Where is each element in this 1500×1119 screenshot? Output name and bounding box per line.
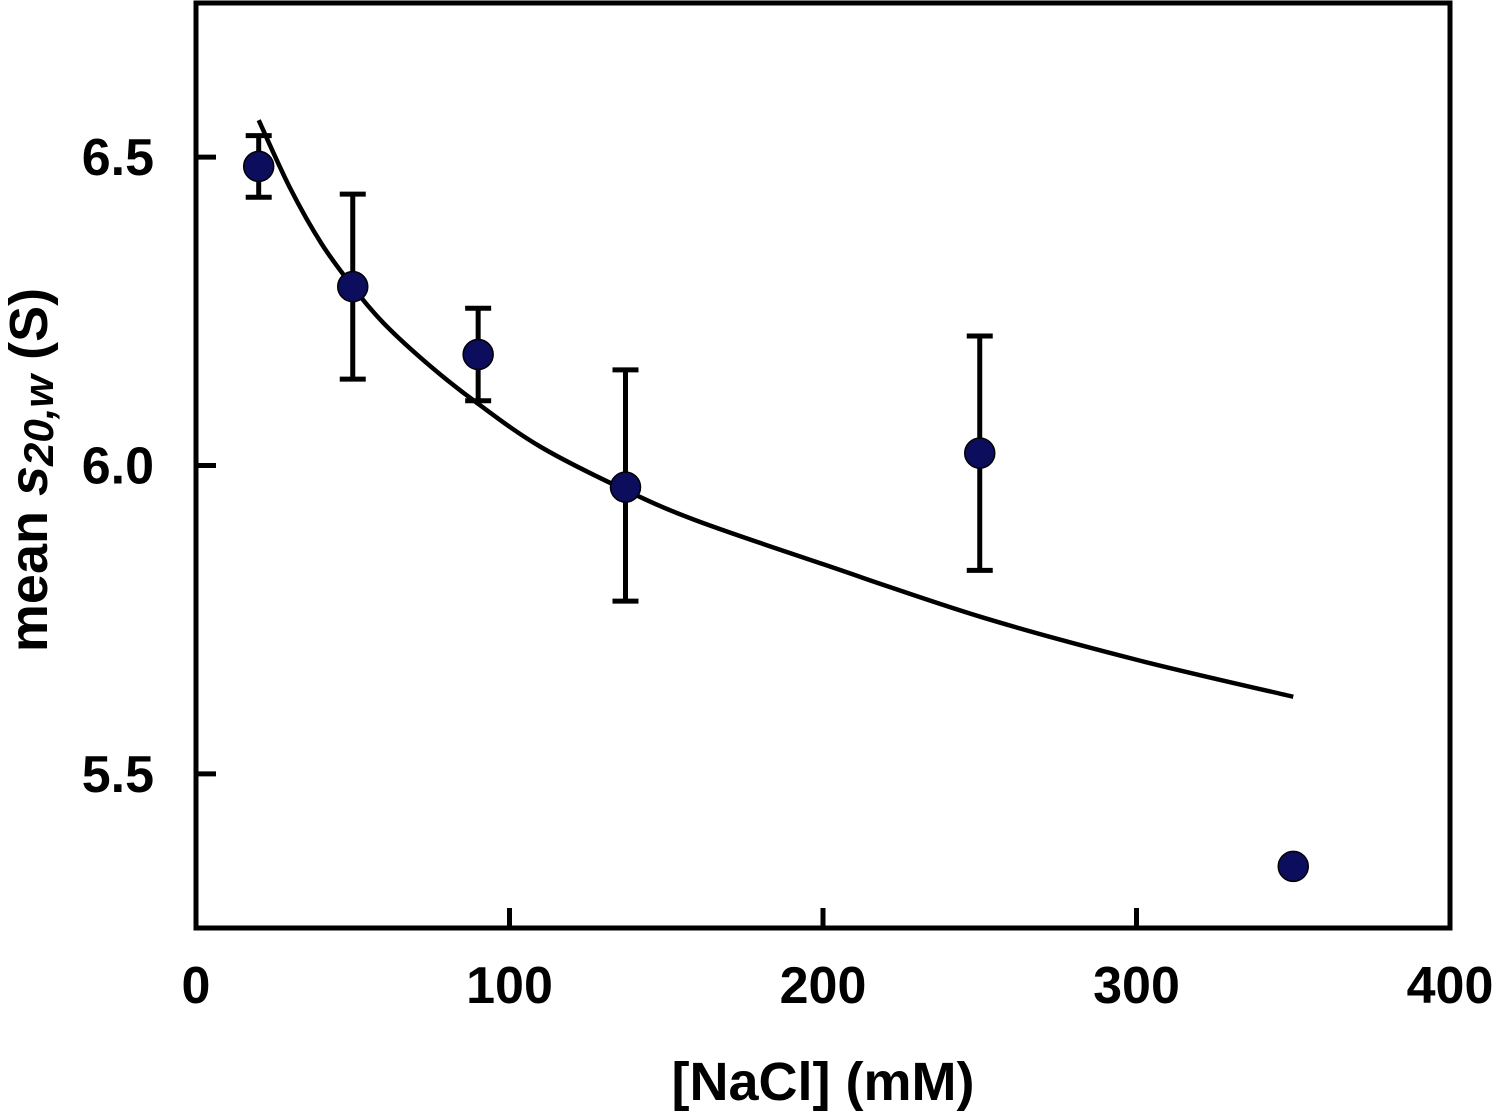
plot-area bbox=[242, 119, 1309, 883]
y-axis-title-suffix: (S) bbox=[0, 288, 59, 375]
fit-curve bbox=[256, 119, 1294, 699]
y-axis-title: mean s20,w (S) bbox=[0, 288, 62, 652]
data-point bbox=[337, 270, 369, 303]
x-axis-title: [NaCl] (mM) bbox=[672, 1052, 975, 1112]
y-axis-title-subscript: 20,w bbox=[15, 373, 62, 467]
x-tick-label: 200 bbox=[780, 957, 867, 1015]
data-point bbox=[609, 471, 642, 503]
x-tick-label: 300 bbox=[1093, 957, 1180, 1015]
data-point bbox=[462, 338, 494, 371]
y-axis-title-prefix: mean bbox=[0, 496, 59, 652]
x-tick-label: 400 bbox=[1407, 957, 1494, 1015]
y-axis-title-symbol: s bbox=[0, 466, 59, 496]
y-tick-label: 6.0 bbox=[82, 438, 154, 496]
plot-frame bbox=[193, 0, 1453, 931]
x-tick-label: 0 bbox=[182, 957, 211, 1015]
y-tick-label: 6.5 bbox=[82, 129, 154, 187]
tick-labels: 0 100 200 300 400 5.5 6.0 6.5 bbox=[82, 129, 1494, 1015]
data-point bbox=[964, 437, 996, 469]
axes bbox=[193, 0, 1453, 931]
x-tick-label: 100 bbox=[466, 957, 553, 1015]
y-tick-label: 5.5 bbox=[82, 746, 154, 804]
data-point bbox=[1277, 850, 1309, 883]
data-point bbox=[242, 150, 275, 183]
